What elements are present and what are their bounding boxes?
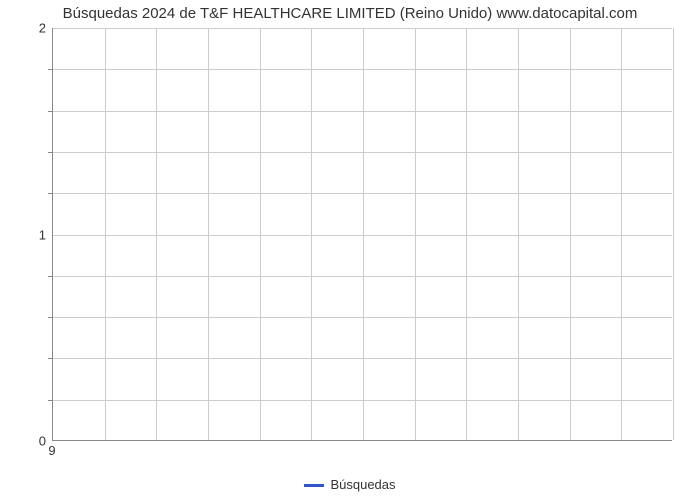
chart-container: Búsquedas 2024 de T&F HEALTHCARE LIMITED… — [0, 0, 700, 500]
grid-horizontal — [53, 152, 672, 153]
grid-horizontal — [53, 400, 672, 401]
y-axis-tick-label: 2 — [30, 21, 46, 36]
chart-title: Búsquedas 2024 de T&F HEALTHCARE LIMITED… — [0, 5, 700, 22]
grid-vertical — [673, 28, 674, 440]
y-axis-minor-tick — [48, 152, 52, 153]
grid-horizontal — [53, 28, 672, 29]
grid-horizontal — [53, 276, 672, 277]
plot-area — [52, 28, 672, 441]
grid-horizontal — [53, 69, 672, 70]
grid-horizontal — [53, 317, 672, 318]
legend-swatch — [304, 484, 324, 487]
grid-horizontal — [53, 235, 672, 236]
y-axis-tick-label: 1 — [30, 227, 46, 242]
y-axis-minor-tick — [48, 276, 52, 277]
legend-series-label: Búsquedas — [330, 477, 395, 492]
y-axis-minor-tick — [48, 111, 52, 112]
grid-horizontal — [53, 193, 672, 194]
grid-horizontal — [53, 111, 672, 112]
y-axis-tick-label: 0 — [30, 434, 46, 449]
legend: Búsquedas — [0, 477, 700, 492]
y-axis-minor-tick — [48, 69, 52, 70]
grid-horizontal — [53, 358, 672, 359]
y-axis-minor-tick — [48, 400, 52, 401]
x-axis-tick-label: 9 — [48, 443, 55, 458]
y-axis-minor-tick — [48, 317, 52, 318]
y-axis-minor-tick — [48, 358, 52, 359]
y-axis-minor-tick — [48, 193, 52, 194]
